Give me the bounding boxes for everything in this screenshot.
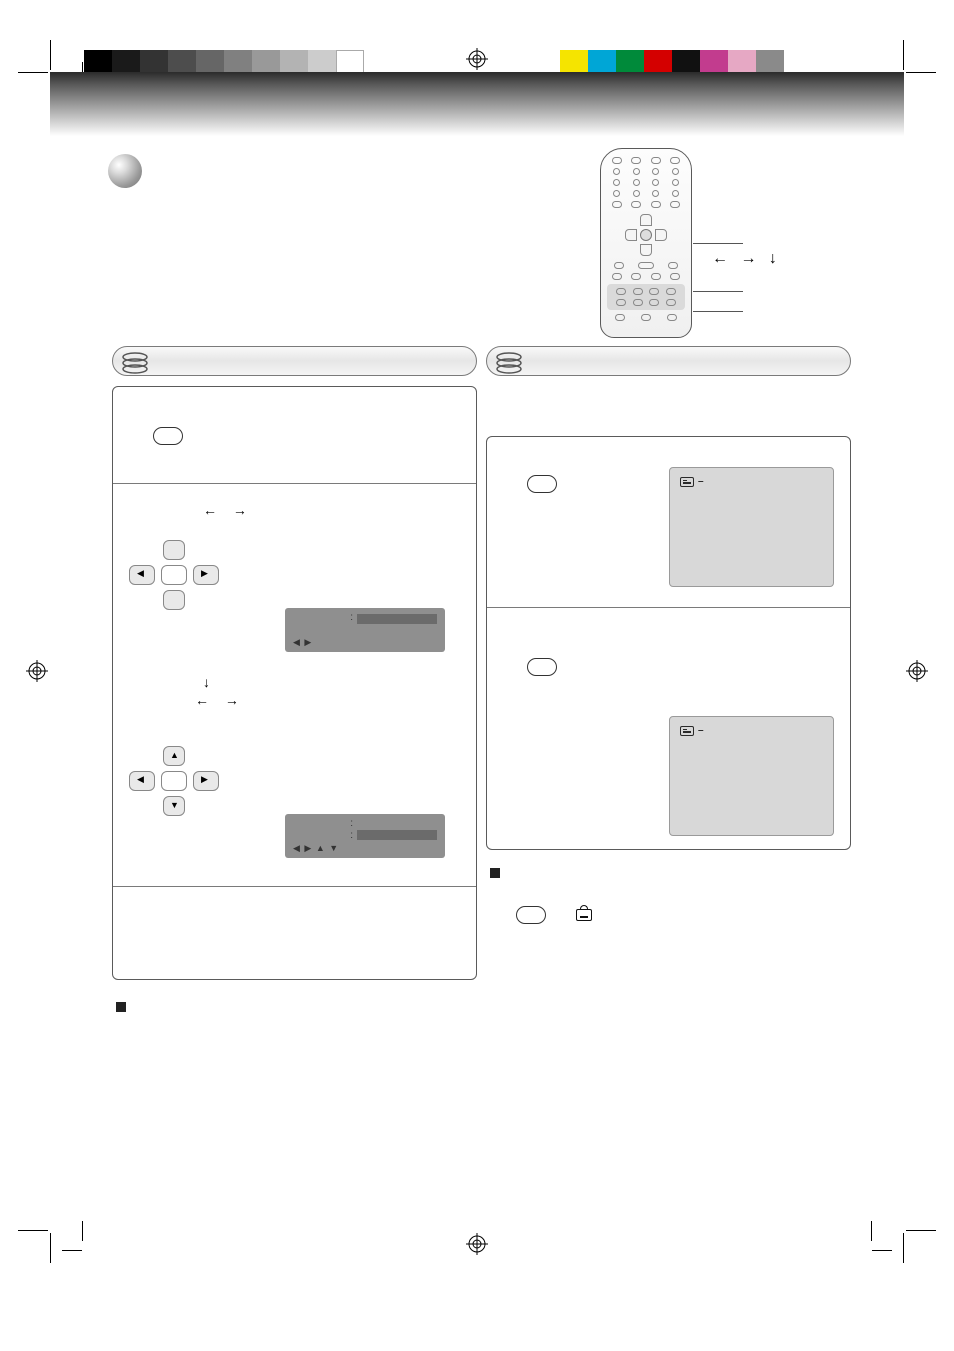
color-swatches	[560, 50, 784, 74]
square-bullet-icon	[116, 1002, 126, 1012]
crop-mark	[18, 1230, 48, 1231]
subtitle-icon	[680, 477, 694, 487]
registration-mark	[26, 660, 48, 682]
left-column-box: ← → ◀ ▶ : ◀ ▶ ↓ ← → ◀ ▶ ▲ ▼	[112, 386, 477, 980]
subtitle-indicator: –	[680, 476, 704, 487]
grayscale-swatches	[84, 50, 364, 74]
disc-stack-icon	[493, 350, 525, 374]
step-2: ← → ◀ ▶ : ◀ ▶	[113, 484, 476, 670]
crop-mark	[18, 72, 48, 73]
arrow-glyphs: ← →	[203, 502, 253, 518]
step-1	[113, 387, 476, 483]
osd-preview: : : ◀ ▶ ▲ ▼	[285, 814, 445, 858]
crop-mark	[871, 1221, 872, 1241]
section-sphere-icon	[108, 154, 142, 188]
crop-mark	[62, 1250, 82, 1251]
crop-mark	[50, 1233, 51, 1263]
osd-hint: ◀ ▶ ▲ ▼	[293, 843, 339, 854]
remote-button-icon	[527, 475, 557, 493]
registration-mark	[906, 660, 928, 682]
crop-mark	[903, 1233, 904, 1263]
subtitle-preview: –	[669, 716, 834, 836]
crop-mark	[872, 1250, 892, 1251]
subtitle-icon	[680, 726, 694, 736]
remote-button-icon	[153, 427, 183, 445]
subtitle-label: –	[698, 476, 704, 487]
square-bullet-icon	[490, 868, 500, 878]
step-3: ↓ ← → ◀ ▶ ▲ ▼ : : ◀ ▶ ▲ ▼	[113, 670, 476, 886]
subtitle-label: –	[698, 725, 704, 736]
registration-mark	[466, 1233, 488, 1255]
remote-button-icon	[527, 658, 557, 676]
crop-mark	[903, 40, 904, 70]
osd-hint: ◀ ▶	[293, 637, 312, 648]
subtitle-preview: –	[669, 467, 834, 587]
crop-mark	[50, 40, 51, 70]
crop-mark	[906, 72, 936, 73]
right-column: – –	[486, 346, 851, 924]
step-2: –	[487, 608, 850, 848]
right-column-header	[486, 346, 851, 376]
remote-control-diagram	[600, 148, 692, 338]
right-column-box: – –	[486, 436, 851, 850]
dpad-diagram: ◀ ▶	[119, 534, 229, 616]
step-1: –	[487, 437, 850, 607]
header-gradient	[50, 72, 904, 136]
arrow-glyphs: ← →	[195, 692, 245, 708]
osd-preview: : ◀ ▶	[285, 608, 445, 652]
crop-mark	[906, 1230, 936, 1231]
subtitle-loop-icon	[576, 909, 592, 921]
disc-stack-icon	[119, 350, 151, 374]
remote-arrow-glyphs: ← → ↓	[712, 250, 781, 268]
footnote-icons	[486, 906, 851, 924]
registration-mark	[466, 48, 488, 70]
crop-mark	[82, 1221, 83, 1241]
subtitle-indicator: –	[680, 725, 704, 736]
footnote	[112, 998, 477, 1016]
dpad-diagram: ◀ ▶ ▲ ▼	[119, 740, 229, 822]
left-column-header	[112, 346, 477, 376]
remote-button-icon	[516, 906, 546, 924]
arrow-down-glyph: ↓	[203, 674, 210, 690]
footnote	[486, 864, 851, 882]
left-column: ← → ◀ ▶ : ◀ ▶ ↓ ← → ◀ ▶ ▲ ▼	[112, 346, 477, 1016]
step-4	[113, 887, 476, 957]
